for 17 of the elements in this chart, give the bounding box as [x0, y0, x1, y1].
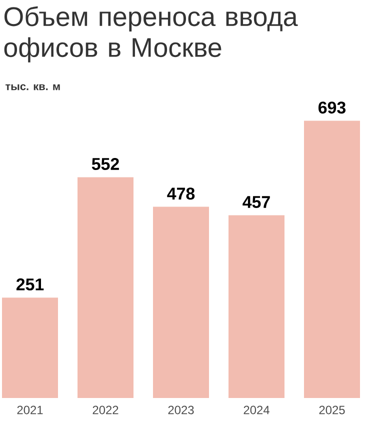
x-tick-label: 2024	[244, 406, 270, 414]
chart-title: Объем переноса ввода офисов в Москве	[4, 6, 298, 62]
bar	[78, 177, 134, 398]
bar	[228, 215, 285, 398]
bar	[153, 206, 209, 398]
x-tick-label: 2025	[319, 406, 345, 414]
bar	[304, 120, 360, 398]
data-label: 478	[167, 188, 195, 200]
data-label: 693	[318, 102, 346, 114]
x-tick-label: 2021	[17, 406, 43, 414]
data-label: 457	[242, 196, 270, 208]
chart-subtitle: тыс. кв. м	[6, 84, 60, 90]
x-tick-label: 2023	[168, 406, 194, 414]
data-label: 552	[92, 158, 119, 170]
bar	[2, 298, 58, 398]
x-tick-label: 2022	[92, 406, 118, 414]
data-label: 251	[16, 278, 44, 290]
